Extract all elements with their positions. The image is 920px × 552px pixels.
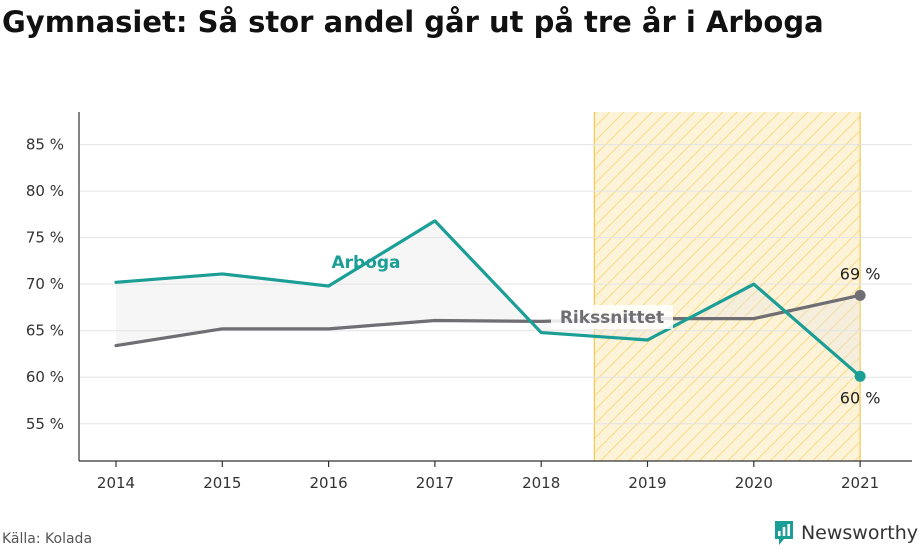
y-tick-label: 70 % — [26, 275, 64, 293]
series-label-rikssnittet-bg — [551, 305, 673, 329]
series-endpoint-arboga — [854, 370, 866, 382]
y-tick-label: 80 % — [26, 182, 64, 200]
y-tick-label: 55 % — [26, 415, 64, 433]
series-gap-area — [116, 220, 861, 377]
x-tick-label: 2015 — [203, 474, 241, 492]
x-tick-label: 2020 — [735, 474, 773, 492]
x-tick-label: 2016 — [310, 474, 348, 492]
x-tick-label: 2017 — [416, 474, 454, 492]
x-tick-label: 2018 — [522, 474, 560, 492]
y-tick-label: 75 % — [26, 229, 64, 247]
x-tick-label: 2014 — [97, 474, 135, 492]
chart-title: Gymnasiet: Så stor andel går ut på tre å… — [2, 5, 824, 39]
y-tick-label: 60 % — [26, 368, 64, 386]
brand-name: Newsworthy — [800, 522, 918, 544]
series-label-rikssnittet: Rikssnittet — [560, 308, 664, 328]
highlight-band-hatch — [594, 112, 861, 461]
series-endpoint-rikssnittet — [854, 289, 866, 301]
series-line-rikssnittet — [114, 293, 862, 348]
source-note: Källa: Kolada — [2, 531, 93, 547]
brand-mark: Newsworthy — [773, 519, 918, 547]
x-tick-label: 2021 — [841, 474, 879, 492]
end-label-rikssnittet: 69 % — [840, 264, 881, 283]
series-label-arboga: Arboga — [331, 253, 400, 273]
series-line-arboga — [114, 219, 862, 378]
newsworthy-logo-icon — [774, 521, 793, 545]
y-tick-label: 65 % — [26, 322, 64, 340]
y-tick-label: 85 % — [26, 136, 64, 154]
end-label-arboga: 60 % — [840, 388, 881, 407]
x-tick-label: 2019 — [628, 474, 666, 492]
